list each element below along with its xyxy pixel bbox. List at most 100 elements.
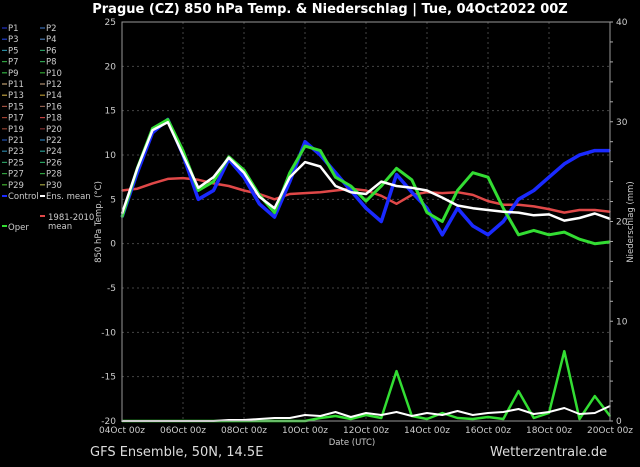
- data-point: [243, 189, 245, 192]
- data-point: [243, 176, 245, 178]
- legend-label: P20: [46, 125, 62, 135]
- y-tick-label: -20: [101, 417, 116, 427]
- data-point: [182, 149, 184, 152]
- data-point: [487, 209, 489, 211]
- data-point: [319, 165, 322, 168]
- data-point: [258, 195, 261, 198]
- footer-site: Wetterzentrale.de: [490, 445, 607, 460]
- data-point: [273, 211, 276, 214]
- data-point: [593, 209, 596, 211]
- y-tick-label: -10: [101, 328, 116, 338]
- data-point: [334, 415, 337, 417]
- legend-label: P30: [46, 181, 62, 191]
- data-point: [258, 202, 261, 205]
- legend-label: P14: [46, 91, 62, 101]
- data-point: [166, 121, 169, 123]
- legend-label-climate-2: mean: [48, 222, 72, 232]
- data-point: [487, 416, 489, 418]
- y2-tick-label: 0: [616, 417, 622, 427]
- data-point: [487, 176, 489, 178]
- data-point: [380, 220, 383, 223]
- x-tick-label: 04Oct 00z: [99, 426, 145, 436]
- data-point: [304, 192, 306, 194]
- legend: P1 P2 P3 P4 P5 P6 P7 P8 P9 P10 P11 P12 P13 P14 P15 P16 P…: [2, 24, 94, 233]
- data-point: [243, 419, 245, 421]
- data-point: [502, 418, 505, 420]
- data-point: [502, 207, 505, 209]
- data-point: [532, 229, 535, 232]
- data-point: [517, 234, 520, 236]
- data-point: [578, 217, 581, 219]
- data-point: [243, 171, 245, 174]
- data-point: [182, 177, 184, 179]
- legend-label: P7: [8, 58, 19, 68]
- data-point: [426, 418, 428, 420]
- y-tick-label: -15: [101, 373, 116, 383]
- data-point: [441, 414, 444, 416]
- grid: [121, 21, 611, 422]
- data-point: [426, 211, 428, 214]
- y-tick-label: 10: [105, 151, 117, 161]
- data-point: [471, 414, 474, 416]
- data-point: [395, 185, 398, 187]
- data-point: [304, 145, 306, 147]
- data-point: [517, 211, 520, 214]
- data-point: [365, 200, 367, 202]
- data-point: [365, 189, 367, 192]
- y-tick-label: 5: [110, 195, 116, 205]
- data-point: [365, 412, 367, 414]
- data-point: [319, 149, 322, 152]
- data-point: [319, 417, 322, 419]
- data-point: [502, 220, 505, 223]
- data-point: [456, 207, 459, 209]
- x-tick-label: 06Oct 00z: [160, 426, 206, 436]
- data-point: [136, 187, 139, 190]
- data-point: [395, 202, 398, 205]
- data-point: [227, 419, 230, 421]
- chart-title: Prague (CZ) 850 hPa Temp. & Niederschlag…: [92, 2, 568, 17]
- data-point: [456, 417, 459, 419]
- data-point: [410, 187, 413, 189]
- data-point: [517, 390, 520, 392]
- legend-label: P9: [8, 69, 19, 79]
- data-point: [563, 211, 566, 214]
- data-point: [563, 163, 566, 165]
- data-point: [304, 161, 306, 163]
- y2-ticks: 0 10 20 30 40: [610, 18, 628, 427]
- x-tick-label: 12Oct 00z: [343, 426, 389, 436]
- legend-label: P16: [46, 102, 62, 112]
- legend-label: P12: [46, 80, 62, 90]
- data-point: [487, 412, 489, 414]
- data-point: [258, 418, 261, 420]
- data-point: [197, 198, 200, 201]
- legend-label: Control: [8, 192, 39, 202]
- legend-label-climate: 1981-2010: [48, 213, 94, 223]
- data-point: [441, 196, 444, 199]
- x-tick-label: 16Oct 00z: [465, 426, 511, 436]
- data-point: [365, 414, 367, 416]
- legend-label: P3: [8, 35, 19, 45]
- legend-label: P18: [46, 114, 62, 124]
- data-point: [410, 191, 413, 194]
- data-point: [563, 407, 566, 409]
- data-point: [288, 176, 291, 178]
- legend-label: P11: [8, 80, 24, 90]
- legend-label: P25: [8, 158, 24, 168]
- data-point: [456, 410, 459, 412]
- footer-source: GFS Ensemble, 50N, 14.5E: [90, 445, 263, 460]
- data-point: [365, 193, 367, 195]
- data-point: [288, 171, 291, 174]
- y2-tick-label: 30: [616, 118, 628, 128]
- data-point: [349, 185, 352, 187]
- data-point: [456, 204, 459, 207]
- data-point: [395, 411, 398, 413]
- data-point: [197, 179, 200, 181]
- y-tick-label: -5: [107, 284, 116, 294]
- data-point: [136, 167, 139, 170]
- legend-label-oper: Oper: [8, 223, 29, 233]
- data-point: [288, 417, 291, 419]
- data-point: [395, 167, 398, 170]
- legend-label: P8: [46, 58, 57, 68]
- legend-label: P22: [46, 136, 62, 146]
- legend-label: P4: [46, 35, 57, 45]
